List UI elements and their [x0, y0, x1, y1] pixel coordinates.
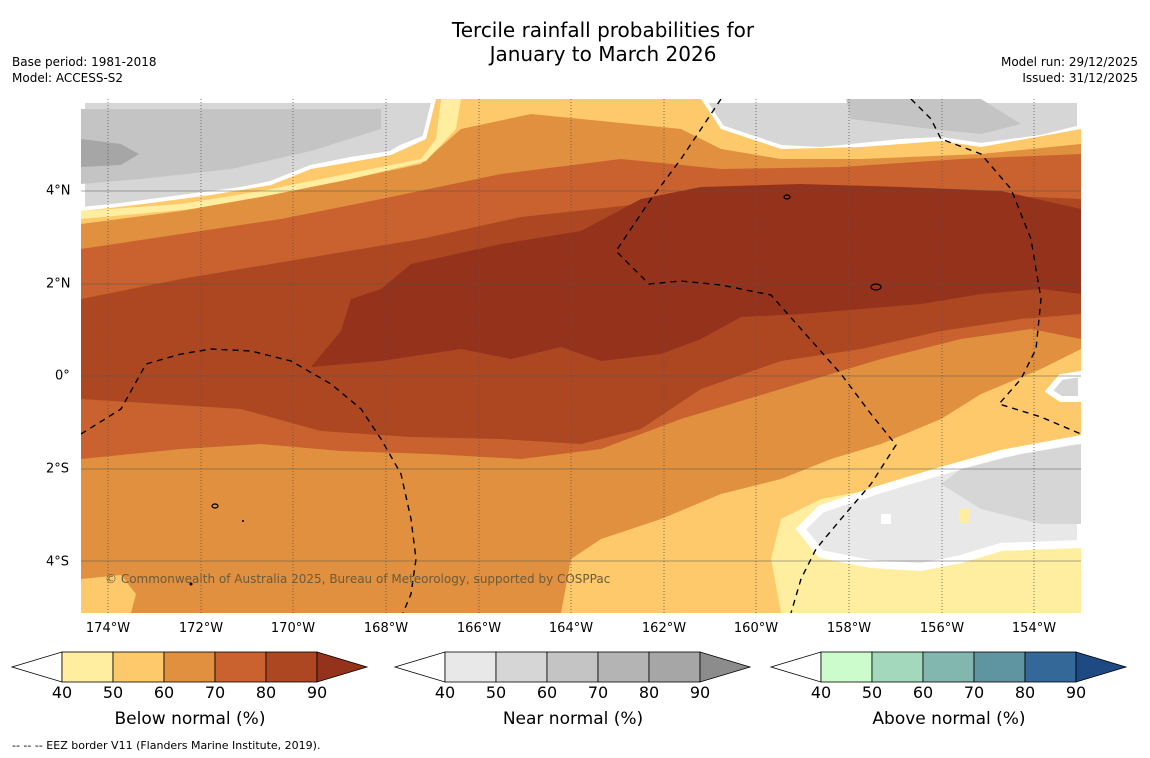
below-colorbar-segment — [61, 651, 114, 683]
island-1 — [783, 194, 791, 200]
above-tick-50: 50 — [861, 683, 883, 702]
near-colorbar-left-extend — [393, 651, 446, 683]
issued-date: Issued: 31/12/2025 — [1022, 71, 1138, 85]
x-tick-164w: 164°W — [548, 621, 594, 636]
patch-small-2 — [881, 514, 891, 524]
colorbar-above — [769, 651, 1128, 683]
x-tick-170w: 170°W — [270, 621, 316, 636]
patch-small-1 — [959, 509, 969, 523]
above-colorbar-segment — [973, 651, 1026, 683]
above-colorbar-segment — [922, 651, 975, 683]
legend-near-label: Near normal (%) — [502, 709, 644, 729]
x-tick-174w: 174°W — [85, 621, 131, 636]
y-tick-2s: 2°S — [46, 461, 70, 477]
above-tick-90: 90 — [1065, 683, 1087, 702]
map-title-line2: January to March 2026 — [489, 42, 717, 66]
x-tick-166w: 166°W — [456, 621, 502, 636]
x-tick-158w: 158°W — [826, 621, 872, 636]
near-tick-40: 40 — [434, 683, 456, 702]
below-tick-80: 80 — [255, 683, 277, 702]
below-colorbar-segment — [214, 651, 267, 683]
below-tick-50: 50 — [102, 683, 124, 702]
below-tick-90: 90 — [306, 683, 328, 702]
legend-above-label: Above normal (%) — [872, 709, 1026, 729]
island-2 — [870, 283, 882, 291]
near-colorbar-segment — [597, 651, 650, 683]
near-normal-nw-inner — [81, 109, 381, 184]
legend-below-label: Below normal (%) — [114, 709, 266, 729]
y-tick-4s: 4°S — [46, 554, 70, 570]
x-tick-160w: 160°W — [733, 621, 779, 636]
probability-map — [81, 99, 1081, 613]
near-normal-se-inner — [941, 444, 1081, 524]
colorbar-below — [10, 651, 369, 683]
above-tick-70: 70 — [963, 683, 985, 702]
above-tick-40: 40 — [810, 683, 832, 702]
below-tick-60: 60 — [153, 683, 175, 702]
below-40-50-north — [81, 99, 461, 219]
near-normal-nw-core — [81, 139, 139, 167]
below-colorbar-segment — [163, 651, 216, 683]
above-colorbar-segment — [820, 651, 873, 683]
near-colorbar-segment — [648, 651, 701, 683]
x-tick-162w: 162°W — [641, 621, 687, 636]
above-colorbar-left-extend — [769, 651, 822, 683]
near-tick-90: 90 — [689, 683, 711, 702]
x-tick-168w: 168°W — [363, 621, 409, 636]
near-normal-e-patch — [1044, 370, 1081, 402]
eez-footnote: -- -- -- EEZ border V11 (Flanders Marine… — [12, 739, 321, 752]
below-tick-40: 40 — [51, 683, 73, 702]
near-tick-70: 70 — [587, 683, 609, 702]
model-name: Model: ACCESS-S2 — [12, 71, 124, 85]
below-90-core — [311, 184, 1081, 367]
below-50-60-sw — [81, 575, 136, 613]
near-colorbar-segment — [444, 651, 497, 683]
island-5 — [242, 520, 244, 522]
near-colorbar-right-extend — [699, 651, 752, 683]
colorbars — [10, 651, 1128, 683]
copyright-text: © Commonwealth of Australia 2025, Bureau… — [105, 572, 611, 586]
near-tick-50: 50 — [485, 683, 507, 702]
x-tick-154w: 154°W — [1011, 621, 1057, 636]
below-tick-70: 70 — [204, 683, 226, 702]
x-tick-172w: 172°W — [178, 621, 224, 636]
below-60-70-south — [81, 384, 901, 613]
meta-left: Base period: 1981-2018 Model: ACCESS-S2 — [12, 54, 157, 86]
above-colorbar-right-extend — [1075, 651, 1128, 683]
below-colorbar-left-extend — [10, 651, 63, 683]
above-tick-80: 80 — [1014, 683, 1036, 702]
map-title: Tercile rainfall probabilities for Janua… — [0, 18, 1150, 66]
near-tick-60: 60 — [536, 683, 558, 702]
below-colorbar-segment — [112, 651, 165, 683]
colorbar-near — [393, 651, 752, 683]
y-tick-0: 0° — [55, 368, 70, 384]
near-normal-ne-inner — [846, 99, 1021, 134]
island-3 — [211, 503, 219, 509]
model-run: Model run: 29/12/2025 — [1000, 55, 1138, 69]
island-4 — [189, 582, 193, 586]
y-tick-4n: 4°N — [46, 183, 71, 199]
near-tick-80: 80 — [638, 683, 660, 702]
meta-right: Model run: 29/12/2025 Issued: 31/12/2025 — [1001, 54, 1138, 86]
below-colorbar-segment — [265, 651, 318, 683]
above-tick-60: 60 — [912, 683, 934, 702]
map-title-line1: Tercile rainfall probabilities for — [451, 18, 755, 42]
near-colorbar-segment — [546, 651, 599, 683]
base-period: Base period: 1981-2018 — [12, 55, 157, 69]
near-colorbar-segment — [495, 651, 548, 683]
above-colorbar-segment — [1024, 651, 1077, 683]
below-colorbar-right-extend — [316, 651, 369, 683]
above-colorbar-segment — [871, 651, 924, 683]
map-area — [81, 99, 1081, 613]
y-tick-2n: 2°N — [46, 276, 71, 292]
eez-borders — [81, 99, 1081, 613]
lat-gridlines — [81, 190, 1081, 562]
x-tick-156w: 156°W — [919, 621, 965, 636]
